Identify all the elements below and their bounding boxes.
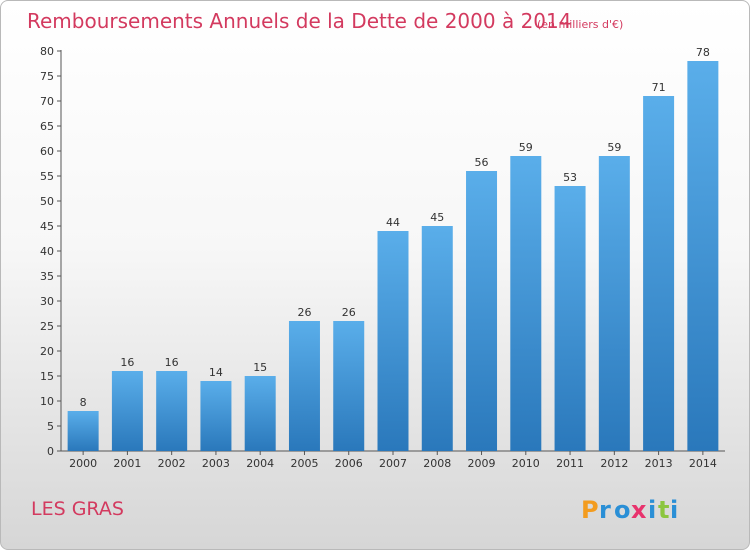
data-label-2012: 59 (607, 141, 621, 154)
bar-2013 (643, 96, 675, 451)
x-tick-label-2000: 2000 (69, 457, 97, 470)
bar-2005 (288, 321, 320, 451)
logo-letter: r (599, 496, 611, 524)
data-label-2008: 45 (430, 211, 444, 224)
y-tick-label: 80 (40, 45, 54, 58)
x-tick-label-2006: 2006 (335, 457, 363, 470)
x-tick-label-2005: 2005 (290, 457, 318, 470)
place-name: LES GRAS (31, 498, 124, 520)
data-label-2002: 16 (165, 356, 179, 369)
y-tick-label: 5 (47, 420, 54, 433)
x-tick-label-2009: 2009 (468, 457, 496, 470)
bars: 8 16 16 14 15 26 26 44 45 56 59 53 59 71 78 (67, 46, 719, 451)
logo-letter: x (631, 496, 647, 524)
bar-2003 (200, 381, 232, 451)
bar-2007 (377, 231, 409, 451)
data-label-2003: 14 (209, 366, 223, 379)
data-label-2001: 16 (120, 356, 134, 369)
logo-letter: i (670, 496, 678, 524)
y-tick-label: 0 (47, 445, 54, 458)
data-label-2005: 26 (297, 306, 311, 319)
x-ticks: 2000 2001 2002 2003 2004 2005 2006 2007 2008 2009… (69, 451, 717, 470)
y-tick-label: 25 (40, 320, 54, 333)
bar-2014 (687, 61, 719, 451)
data-label-2010: 59 (519, 141, 533, 154)
logo-letter: t (658, 496, 669, 524)
x-tick-label-2014: 2014 (689, 457, 717, 470)
y-ticks: 0 5 10 15 20 25 30 35 40 45 50 55 60 65 70 75 80 (40, 45, 61, 458)
x-tick-label-2003: 2003 (202, 457, 230, 470)
chart-title: Remboursements Annuels de la Dette de 20… (27, 9, 571, 33)
x-tick-label-2001: 2001 (113, 457, 141, 470)
data-label-2000: 8 (80, 396, 87, 409)
logo-letter: P (581, 496, 599, 524)
x-tick-label-2013: 2013 (645, 457, 673, 470)
bar-2010 (510, 156, 542, 451)
y-tick-label: 70 (40, 95, 54, 108)
logo-letter: i (648, 496, 656, 524)
x-tick-label-2007: 2007 (379, 457, 407, 470)
y-tick-label: 10 (40, 395, 54, 408)
data-label-2004: 15 (253, 361, 267, 374)
plot-area: 0 5 10 15 20 25 30 35 40 45 50 55 60 65 70 75 80 8 16 16 14… (40, 45, 725, 470)
y-tick-label: 40 (40, 245, 54, 258)
data-label-2009: 56 (475, 156, 489, 169)
y-tick-label: 75 (40, 70, 54, 83)
bar-2012 (598, 156, 630, 451)
logo-letter: o (614, 496, 631, 524)
data-label-2007: 44 (386, 216, 400, 229)
bar-2004 (244, 376, 276, 451)
data-label-2006: 26 (342, 306, 356, 319)
y-tick-label: 65 (40, 120, 54, 133)
bar-2001 (111, 371, 143, 451)
bar-2000 (67, 411, 99, 451)
x-tick-label-2010: 2010 (512, 457, 540, 470)
y-tick-label: 45 (40, 220, 54, 233)
bar-2011 (554, 186, 586, 451)
data-label-2013: 71 (652, 81, 666, 94)
y-tick-label: 20 (40, 345, 54, 358)
x-tick-label-2004: 2004 (246, 457, 274, 470)
data-label-2014: 78 (696, 46, 710, 59)
x-tick-label-2002: 2002 (158, 457, 186, 470)
x-tick-label-2012: 2012 (600, 457, 628, 470)
x-tick-label-2008: 2008 (423, 457, 451, 470)
chart-subtitle: (en milliers d'€) (537, 18, 623, 31)
y-tick-label: 30 (40, 295, 54, 308)
data-label-2011: 53 (563, 171, 577, 184)
y-tick-label: 35 (40, 270, 54, 283)
y-tick-label: 60 (40, 145, 54, 158)
y-tick-label: 15 (40, 370, 54, 383)
bar-2009 (466, 171, 498, 451)
bar-2002 (156, 371, 188, 451)
y-tick-label: 55 (40, 170, 54, 183)
y-tick-label: 50 (40, 195, 54, 208)
x-tick-label-2011: 2011 (556, 457, 584, 470)
bar-2008 (421, 226, 453, 451)
bar-2006 (333, 321, 365, 451)
